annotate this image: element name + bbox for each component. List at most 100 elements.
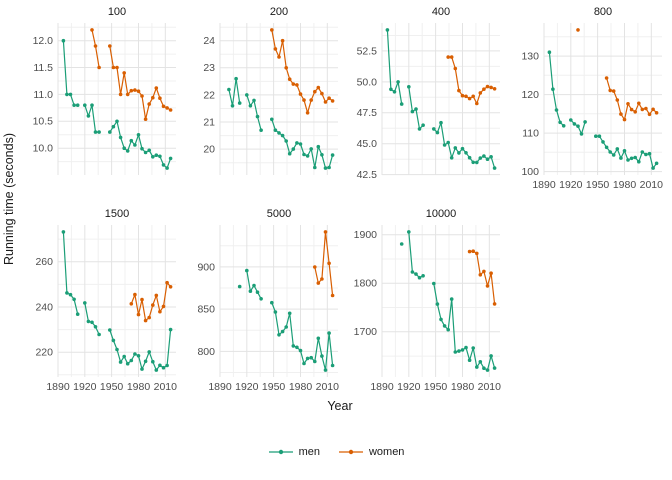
y-tick-label: 42.5: [357, 169, 378, 181]
data-point-men: [327, 165, 331, 170]
data-point-women: [654, 111, 659, 115]
data-point-men: [75, 103, 80, 107]
series-women: [90, 28, 173, 121]
legend-swatch-men: [268, 449, 293, 455]
y-tick-label: 24: [203, 35, 215, 47]
data-point-women: [165, 106, 169, 110]
data-point-men: [248, 104, 253, 108]
data-point-men: [572, 122, 577, 126]
data-point-men: [464, 345, 468, 350]
data-point-men: [561, 124, 566, 128]
data-point-women: [464, 94, 468, 99]
data-point-men: [72, 297, 76, 302]
data-point-men: [446, 140, 450, 145]
series-men: [227, 76, 335, 170]
data-point-men: [615, 147, 620, 151]
x-tick-label: 1890: [532, 179, 556, 191]
data-point-men: [626, 158, 630, 162]
data-point-men: [140, 146, 144, 151]
data-point-women: [320, 91, 324, 96]
data-point-men: [579, 132, 584, 136]
data-point-women: [330, 293, 335, 298]
data-point-women: [147, 315, 151, 320]
grid-minor: [544, 23, 662, 175]
data-point-men: [457, 349, 461, 353]
data-point-women: [478, 273, 483, 277]
data-point-men: [421, 123, 425, 127]
series-women: [129, 280, 173, 323]
y-tick-label: 11.0: [33, 89, 53, 101]
data-point-men: [284, 325, 288, 329]
data-point-men: [168, 156, 173, 161]
data-point-men: [252, 283, 256, 288]
data-point-men: [604, 145, 609, 150]
data-point-men: [316, 336, 321, 341]
data-point-women: [118, 92, 123, 97]
legend-swatch-women: [338, 449, 363, 455]
data-point-men: [594, 134, 598, 138]
data-point-women: [475, 101, 479, 106]
data-point-men: [161, 365, 166, 370]
data-point-women: [489, 85, 493, 90]
data-point-men: [453, 350, 458, 354]
data-point-women: [298, 92, 303, 96]
data-point-women: [284, 66, 288, 70]
data-point-women: [313, 89, 317, 94]
data-point-men: [453, 146, 458, 150]
y-tick-label: 23: [203, 62, 215, 74]
data-point-men: [622, 149, 627, 153]
data-point-men: [385, 28, 390, 32]
data-point-men: [140, 367, 144, 371]
series-women: [313, 230, 335, 298]
data-point-men: [61, 230, 66, 234]
data-point-women: [453, 66, 458, 71]
data-point-men: [237, 101, 242, 105]
legend-point-men: [278, 449, 283, 455]
data-point-men: [492, 366, 497, 370]
data-point-men: [287, 151, 292, 156]
data-point-women: [611, 89, 616, 93]
x-tick-label: 2010: [154, 381, 178, 393]
data-point-women: [651, 107, 655, 112]
data-point-men: [446, 327, 450, 332]
data-point-women: [147, 102, 151, 106]
data-point-men: [629, 156, 634, 161]
facet-panel-5000: 800 850 900 1890 1920 1950 1980 2010: [197, 225, 339, 393]
data-point-men: [305, 154, 310, 158]
data-point-men: [75, 312, 80, 316]
data-point-women: [309, 98, 313, 102]
data-point-men: [389, 87, 393, 92]
data-point-men: [439, 317, 443, 322]
data-point-men: [147, 350, 151, 354]
data-point-men: [327, 331, 331, 335]
data-point-men: [259, 128, 263, 132]
data-point-women: [158, 309, 162, 314]
data-point-women: [151, 303, 155, 307]
y-tick-label: 22: [203, 89, 215, 101]
data-point-women: [330, 99, 335, 103]
data-point-men: [640, 150, 645, 154]
data-point-men: [111, 338, 116, 343]
data-point-men: [414, 272, 418, 276]
series-line-men: [62, 40, 172, 169]
data-point-women: [277, 55, 281, 59]
data-point-men: [432, 281, 436, 286]
facet-title: 400: [431, 6, 451, 18]
data-point-men: [633, 155, 637, 160]
data-point-women: [485, 84, 490, 89]
data-point-women: [608, 88, 612, 93]
series-men: [547, 50, 659, 170]
data-point-men: [407, 230, 411, 234]
data-point-men: [291, 344, 296, 348]
data-point-men: [637, 159, 641, 164]
facet-title: 200: [269, 6, 289, 18]
data-point-men: [305, 356, 310, 361]
data-point-men: [234, 76, 238, 81]
grid-minor: [220, 23, 338, 175]
data-point-women: [320, 277, 324, 281]
x-tick-label: 2010: [478, 381, 502, 393]
data-point-men: [143, 150, 148, 155]
data-point-women: [467, 249, 472, 254]
y-tick-label: 11.5: [33, 62, 53, 74]
